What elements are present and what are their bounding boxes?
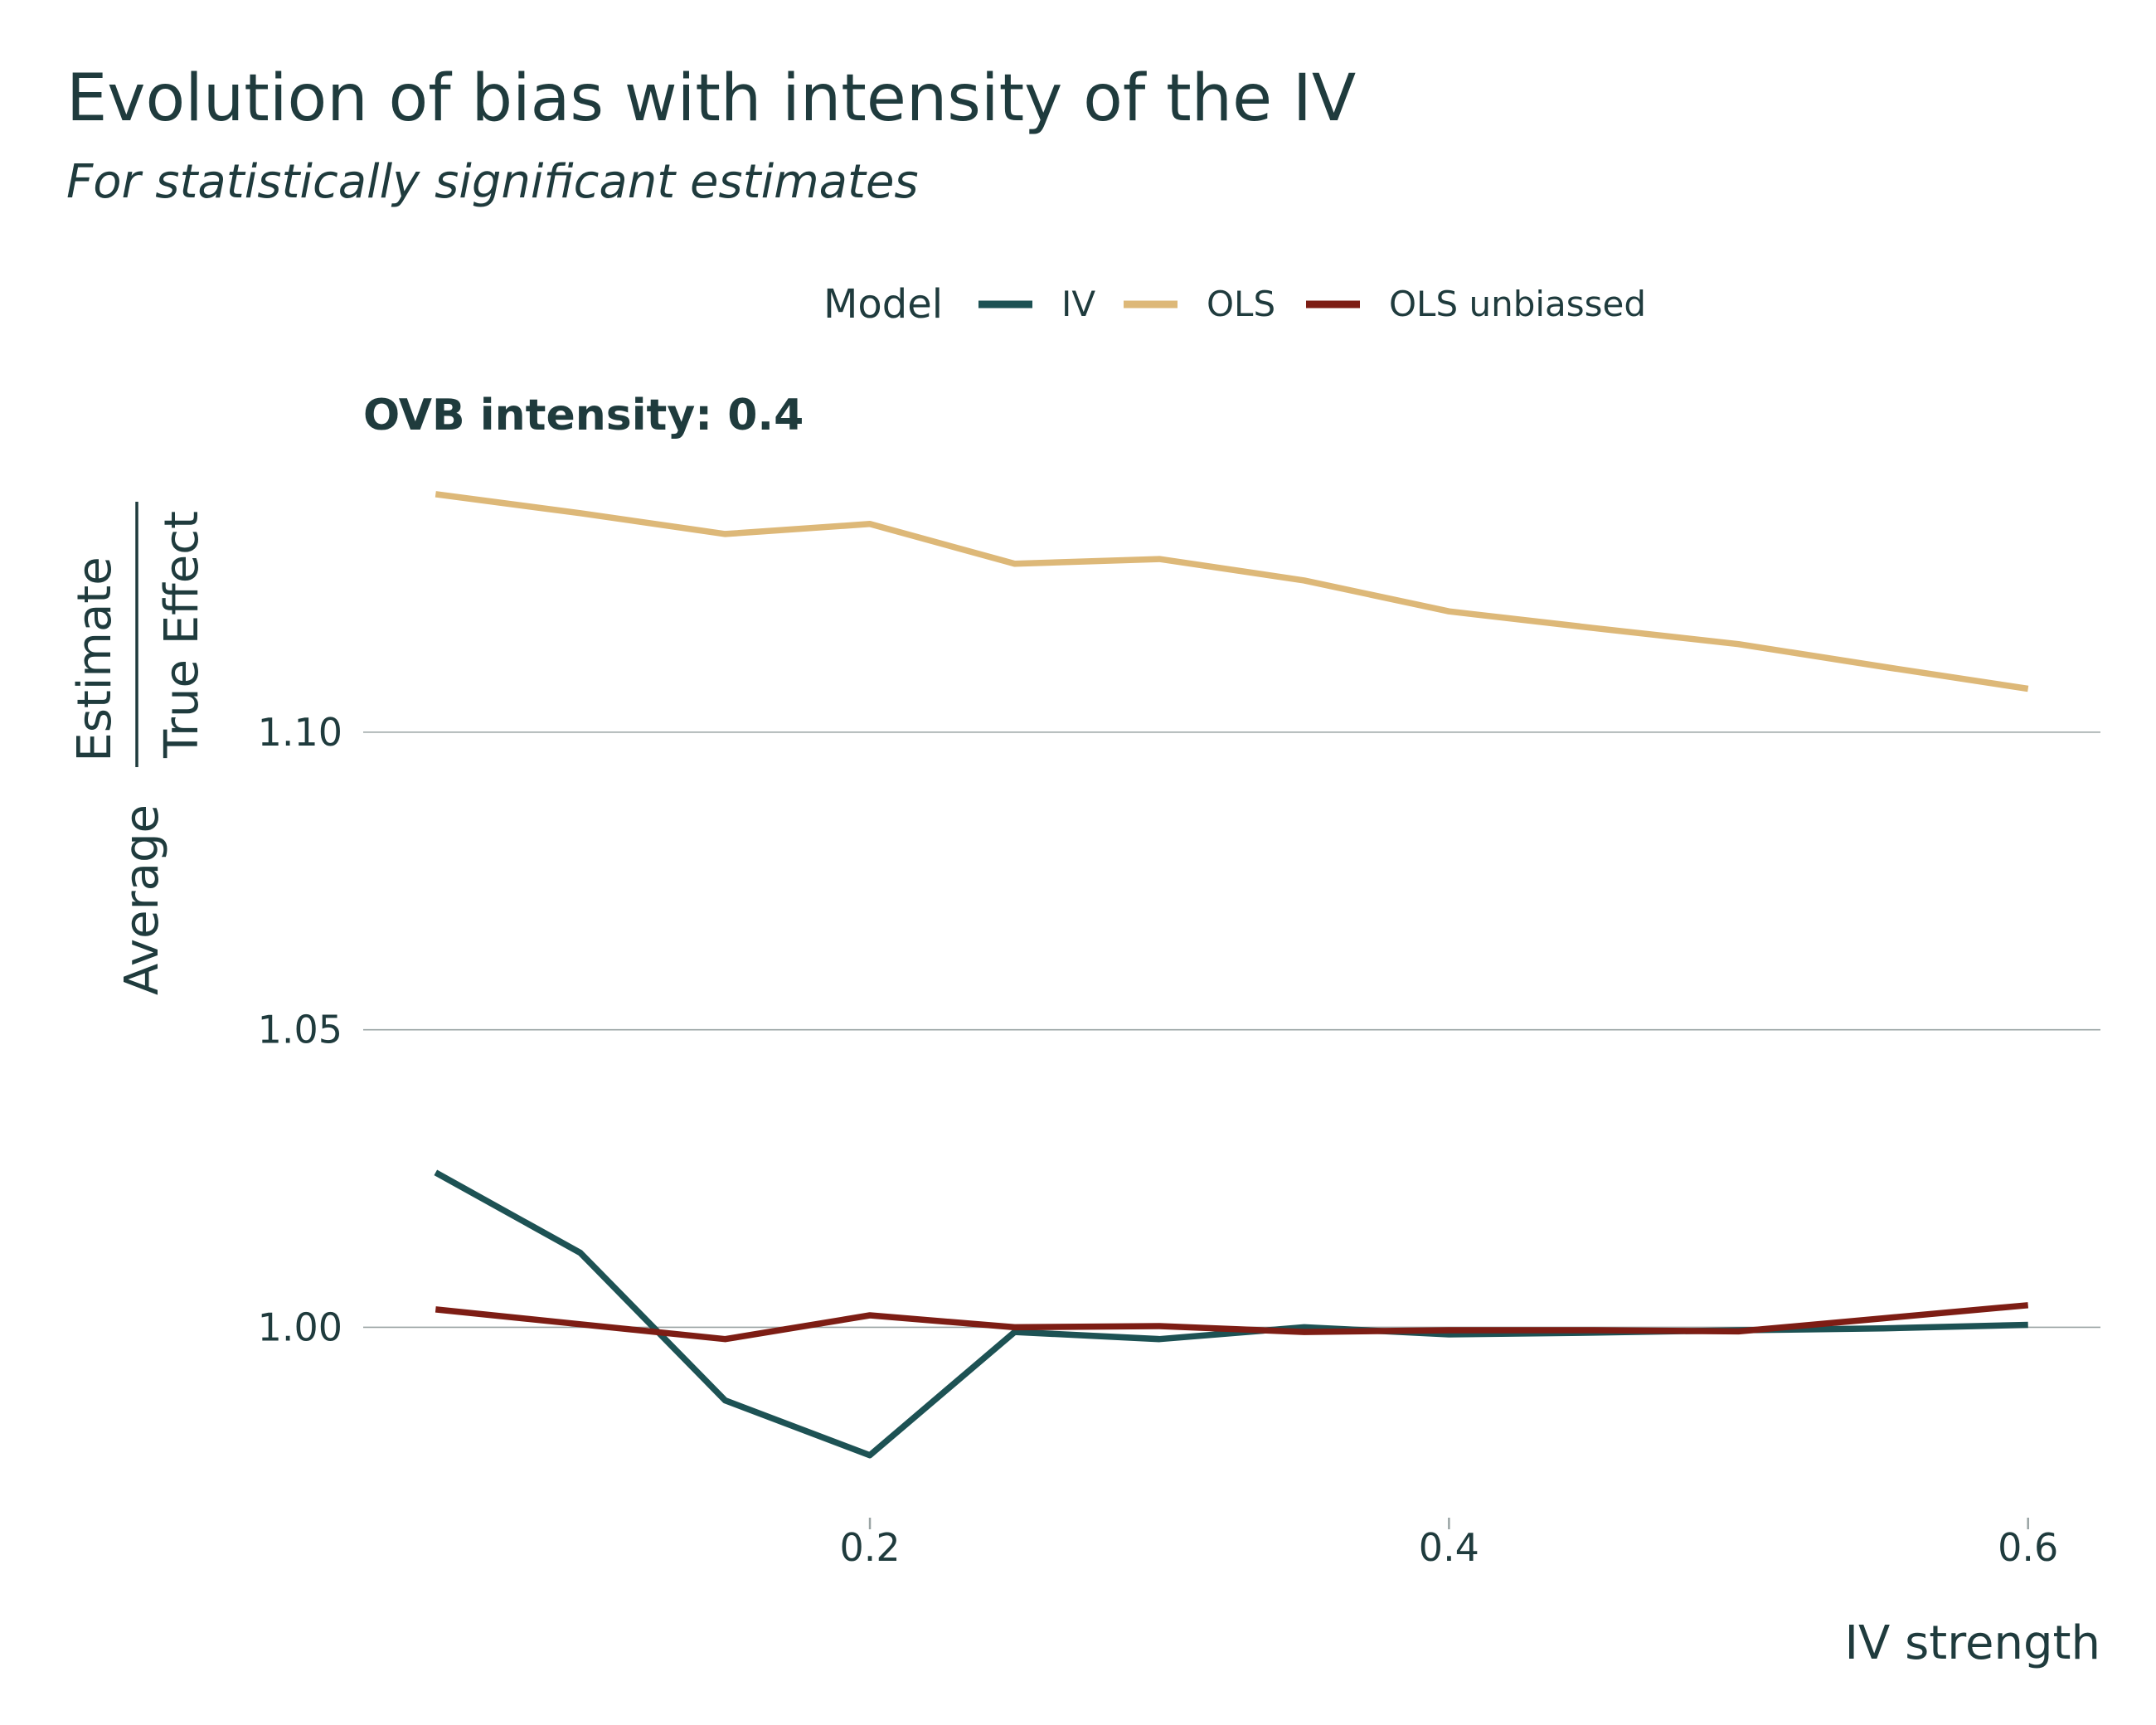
y-axis-title-numerator: Estimate: [68, 556, 122, 761]
x-axis-title: IV strength: [1845, 1616, 2101, 1670]
series-line-iv: [434, 1169, 2028, 1459]
y-axis-title-denominator: True Effect: [155, 511, 209, 759]
chart-subtitle: For statistically significant estimates: [66, 155, 919, 209]
y-tick-label: 1.00: [258, 1305, 342, 1349]
gridlines: [363, 731, 2100, 1329]
chart-title: Evolution of bias with intensity of the …: [66, 61, 1356, 136]
x-tick-label: 0.4: [1419, 1525, 1479, 1570]
y-axis-title-prefix: Average: [115, 804, 169, 995]
series-line-ols: [435, 491, 2029, 692]
series-line-ols-unbiassed: [435, 1302, 2029, 1343]
x-axis-ticks: 0.2 0.4 0.6: [839, 1518, 2058, 1570]
series-lines: [434, 491, 2029, 1459]
legend-title: Model: [823, 281, 943, 328]
y-axis-ticks: 1.00 1.05 1.10: [258, 710, 342, 1350]
legend-label-ols-unbiassed: OLS unbiassed: [1389, 284, 1646, 324]
legend-label-ols: OLS: [1207, 284, 1275, 324]
legend-label-iv: IV: [1061, 284, 1095, 324]
legend: Model IV OLS OLS unbiassed: [823, 281, 1646, 328]
x-tick-label: 0.2: [839, 1525, 900, 1570]
y-tick-label: 1.10: [258, 710, 342, 755]
x-tick-label: 0.6: [1998, 1525, 2058, 1570]
y-tick-label: 1.05: [258, 1008, 342, 1052]
facet-label: OVB intensity: 0.4: [363, 391, 804, 440]
y-axis-title: Estimate True Effect Average: [68, 502, 209, 995]
